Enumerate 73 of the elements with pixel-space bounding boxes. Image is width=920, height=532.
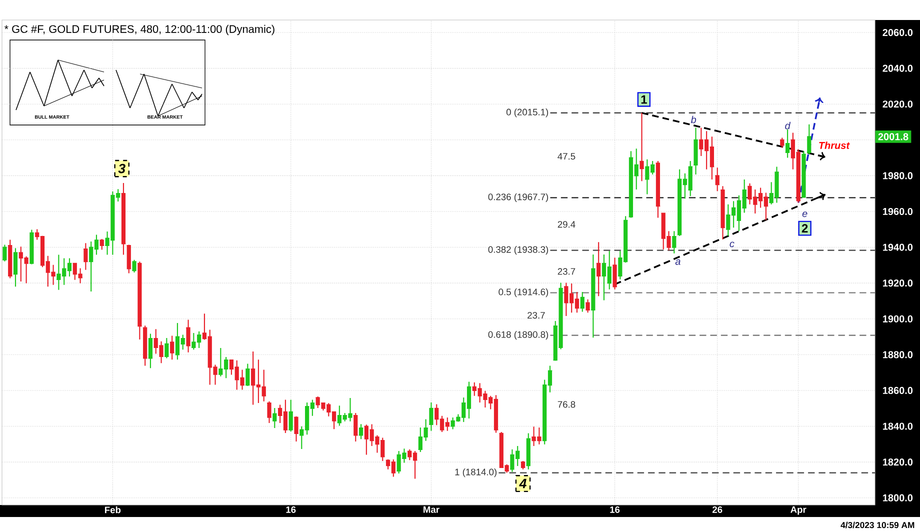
annotation: d <box>785 122 791 130</box>
candlestick <box>99 238 105 250</box>
candlestick <box>801 150 806 198</box>
chart-title: * GC #F, GOLD FUTURES, 480, 12:00-11:00 (Dynamic) <box>4 24 274 36</box>
candlestick <box>779 137 785 148</box>
candlestick <box>693 127 698 175</box>
annotation: 76.8 <box>558 401 576 408</box>
annotation: 29.4 <box>558 221 576 228</box>
candlestick <box>639 112 644 182</box>
candlestick <box>186 319 191 353</box>
annotation: 23.7 <box>528 312 545 319</box>
x-tick-label: Feb <box>105 506 121 514</box>
candlestick <box>148 333 154 369</box>
x-tick-label: Mar <box>424 506 440 513</box>
candlestick <box>590 254 596 338</box>
candlestick <box>12 248 18 288</box>
candlestick <box>671 230 677 254</box>
x-tick-label: Apr <box>790 506 806 515</box>
ref-line-label: 1 (1814.0) <box>455 468 497 478</box>
y-tick-label: 1980.0 <box>883 172 913 180</box>
candlestick <box>288 399 294 432</box>
annotation: 3 <box>118 164 126 174</box>
candlestick <box>714 167 720 192</box>
candlestick <box>82 242 88 270</box>
annotation: 47.5 <box>558 153 576 160</box>
ref-line-label: 0.618 (1890.8) <box>488 331 548 340</box>
y-tick-label: 1940.0 <box>883 244 913 251</box>
y-tick-label: 1820.0 <box>883 458 913 466</box>
annotation: 4 <box>519 478 526 488</box>
candlestick <box>294 416 299 442</box>
annotation: 2 <box>802 224 808 233</box>
candlestick <box>806 124 812 155</box>
candlestick <box>164 337 170 359</box>
candlestick <box>784 128 790 158</box>
candlestick <box>585 298 590 314</box>
x-tick-label: 16 <box>610 506 620 513</box>
y-tick-label: 1960.0 <box>883 208 913 216</box>
annotation: e <box>802 212 808 218</box>
y-tick-label: 1900.0 <box>883 315 913 322</box>
candlestick <box>120 182 126 256</box>
y-tick-label: 2020.0 <box>882 100 913 108</box>
annotation: 1 <box>641 95 647 104</box>
ref-line-label: 0 (2015.1) <box>506 108 548 118</box>
candlestick <box>2 244 8 262</box>
candlestick <box>132 259 137 274</box>
y-tick-label: 1840.0 <box>883 422 913 430</box>
ref-line-label: 0.236 (1967.7) <box>488 193 548 202</box>
candlestick <box>169 335 175 360</box>
text: 4/3/2023 10:59 AM <box>840 522 914 528</box>
candlestick <box>596 242 602 297</box>
x-tick-label: 26 <box>712 506 722 513</box>
y-tick-label: 1880.0 <box>883 351 913 358</box>
candlestick <box>428 402 434 432</box>
y-tick-label: 1800.0 <box>883 494 913 502</box>
candlestick <box>358 424 364 440</box>
candlestick <box>720 186 726 240</box>
annotation: c <box>730 242 734 248</box>
ref-line-label: 0.382 (1938.3) <box>488 246 548 255</box>
annotation: a <box>675 259 680 265</box>
annotation: Thrust <box>819 142 850 149</box>
candlestick <box>266 400 272 424</box>
annotation: b <box>690 116 696 124</box>
candlestick <box>272 407 278 429</box>
text: 2001.8 <box>878 133 908 140</box>
annotation: 23.7 <box>558 268 576 275</box>
x-tick-label: 16 <box>286 506 296 513</box>
candlestick <box>580 291 586 312</box>
ref-line-label: 0.5 (1914.6) <box>498 288 548 298</box>
y-tick-label: 2060.0 <box>882 28 913 36</box>
candlestick <box>612 257 618 290</box>
y-tick-label: 1920.0 <box>883 280 913 287</box>
y-tick-label: 2040.0 <box>882 64 913 72</box>
y-tick-label: 1860.0 <box>883 386 913 394</box>
